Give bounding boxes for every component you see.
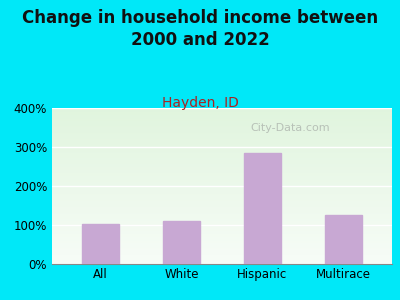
Bar: [82, 224, 119, 264]
Text: City-Data.com: City-Data.com: [250, 123, 330, 133]
Bar: [325, 215, 362, 264]
Text: Hayden, ID: Hayden, ID: [162, 96, 238, 110]
Bar: [163, 221, 200, 264]
Bar: [244, 153, 281, 264]
Text: Change in household income between
2000 and 2022: Change in household income between 2000 …: [22, 9, 378, 49]
